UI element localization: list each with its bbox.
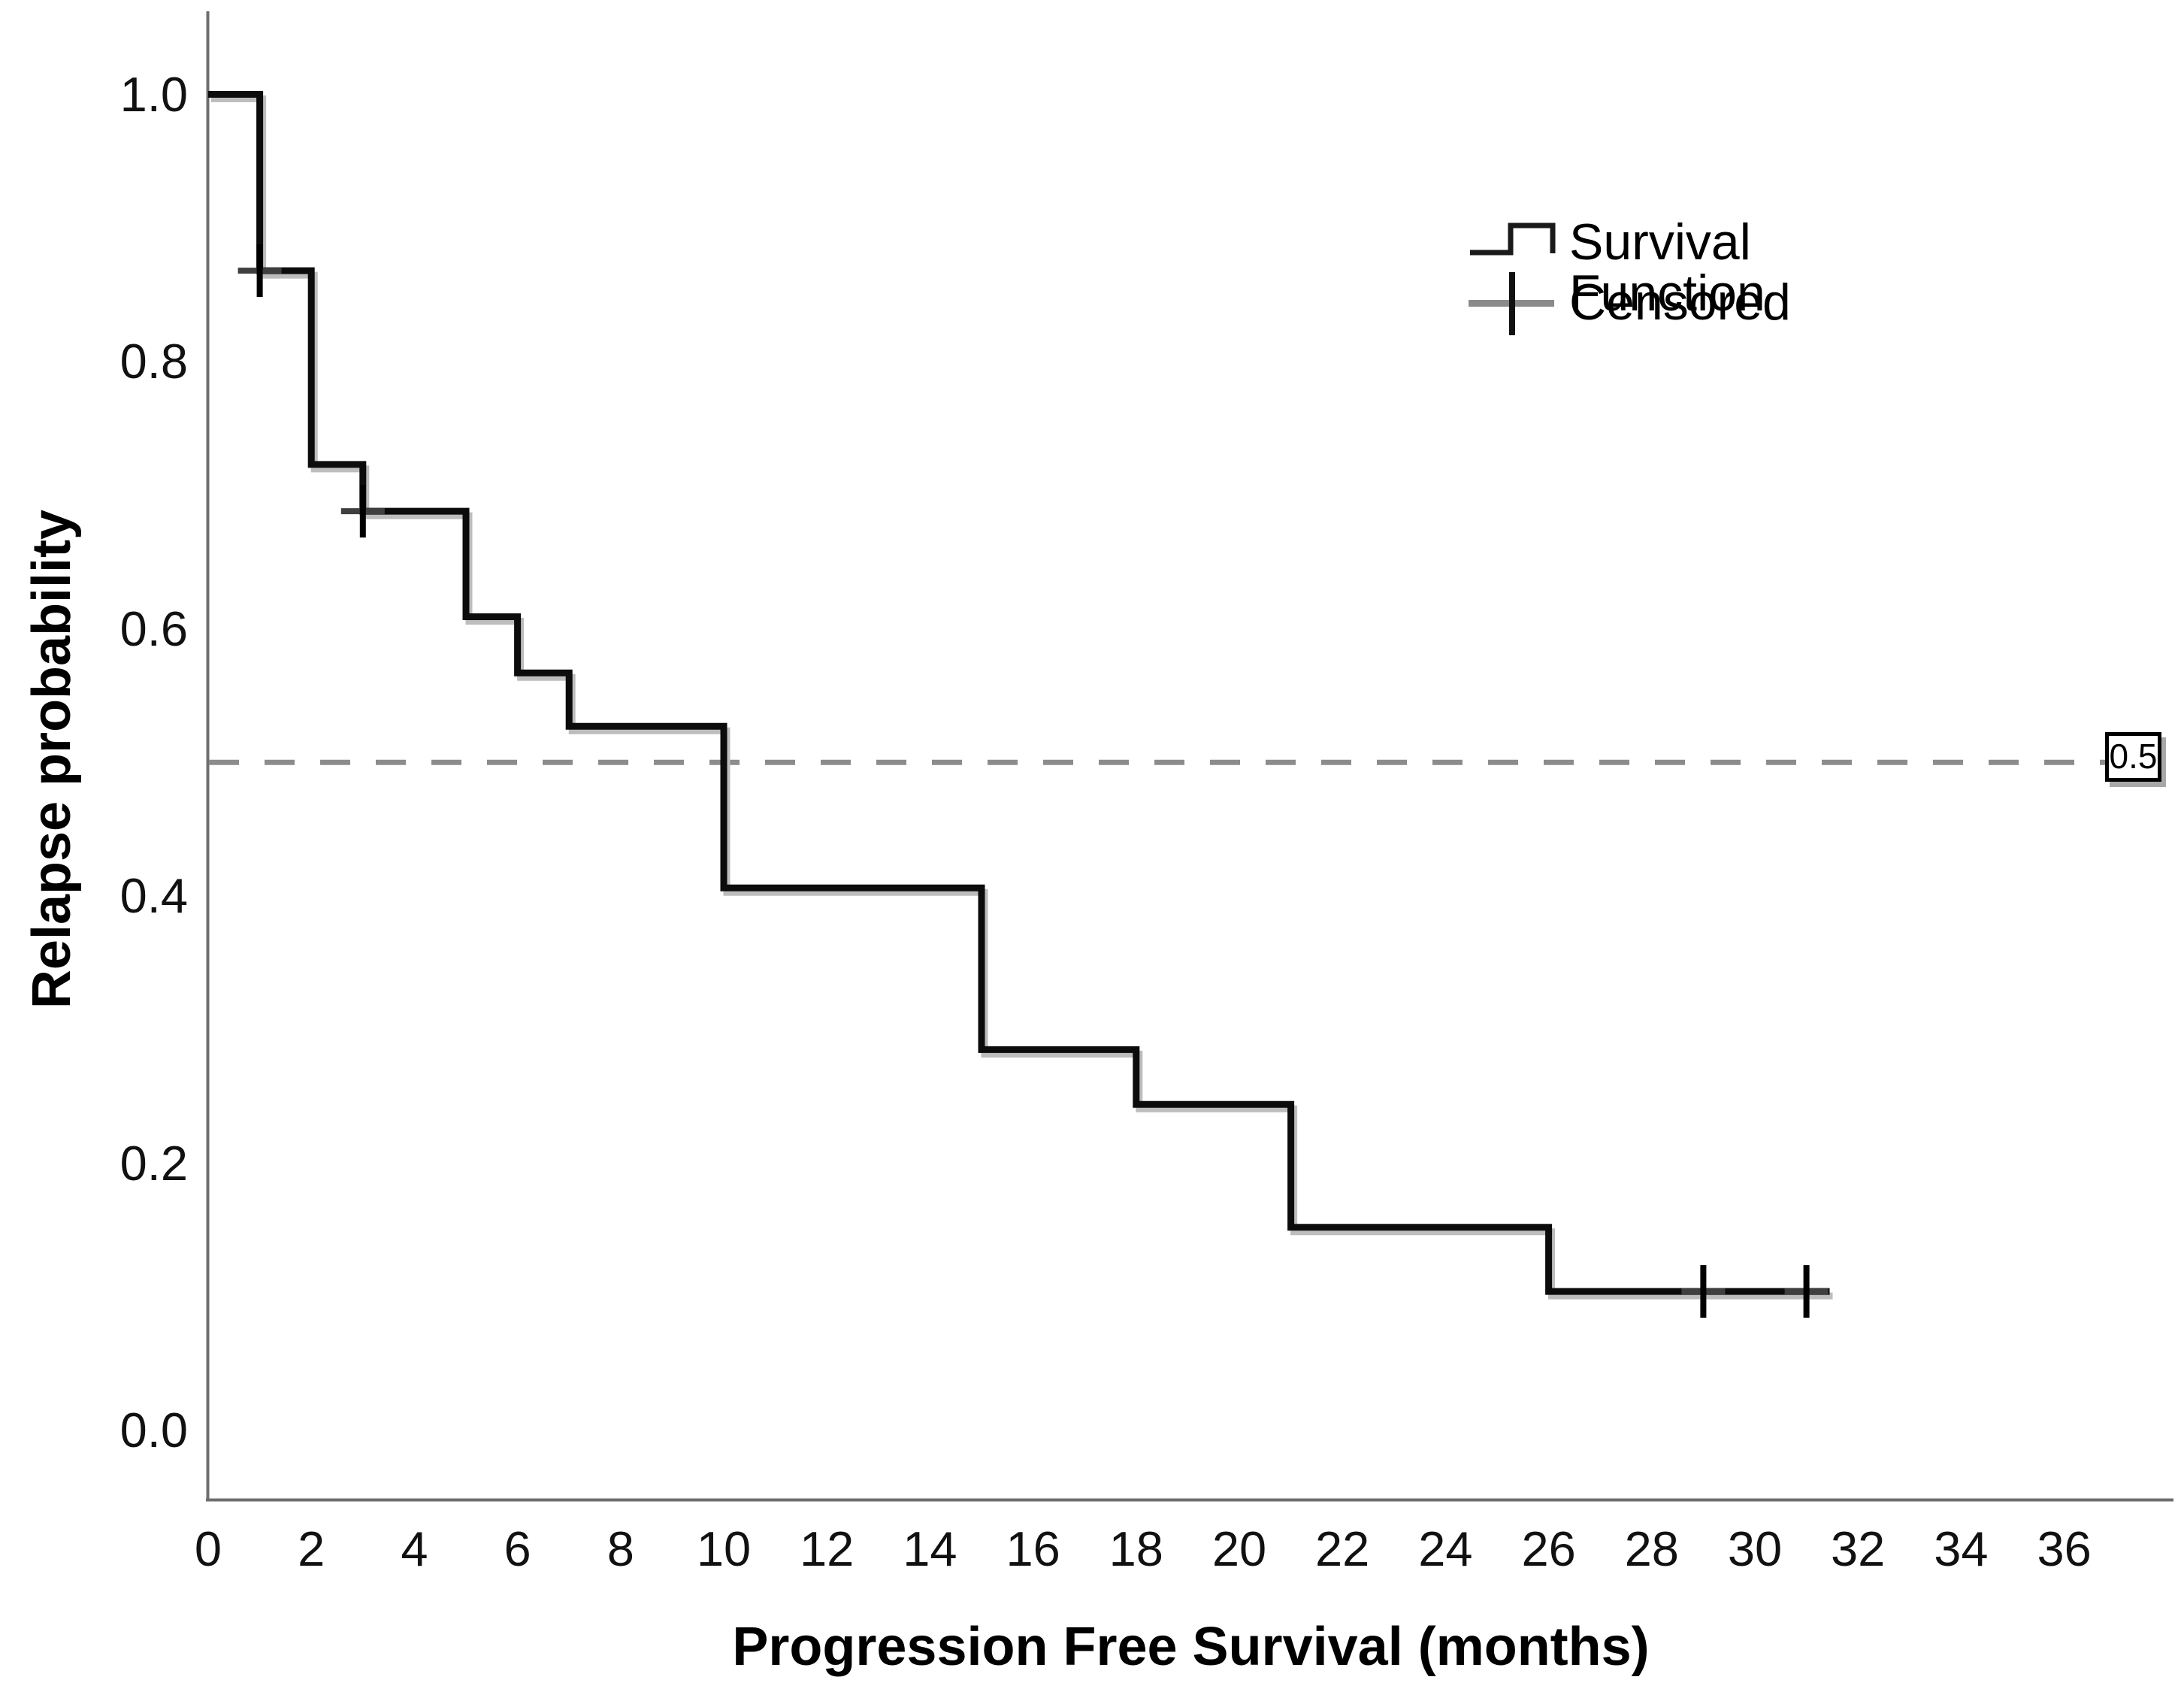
legend-item-censored: Censored xyxy=(1569,274,1791,331)
y-tick-label: 0.8 xyxy=(119,334,188,389)
y-tick-label: 0.6 xyxy=(119,601,188,656)
x-axis-title: Progression Free Survival (months) xyxy=(732,1617,1650,1677)
x-tick-label: 14 xyxy=(903,1521,957,1576)
x-tick-label: 6 xyxy=(504,1521,531,1576)
legend-item-survival-function: Survival Function xyxy=(1569,213,1765,322)
y-axis-title: Relapse probability xyxy=(22,509,82,1009)
x-tick-label: 36 xyxy=(2037,1521,2092,1576)
median-reference-label-box: 0.5 xyxy=(2105,732,2161,782)
censor-mark xyxy=(1700,1265,1707,1318)
x-tick-label: 32 xyxy=(1831,1521,1886,1576)
y-tick-label: 0.0 xyxy=(119,1403,188,1457)
y-tick-label: 0.4 xyxy=(119,868,188,923)
x-tick-label: 24 xyxy=(1418,1521,1473,1576)
x-tick-label: 0 xyxy=(194,1521,222,1576)
x-tick-label: 8 xyxy=(606,1521,634,1576)
x-tick-label: 28 xyxy=(1624,1521,1679,1576)
x-tick-label: 18 xyxy=(1109,1521,1163,1576)
x-tick-label: 26 xyxy=(1521,1521,1576,1576)
x-tick-label: 2 xyxy=(298,1521,325,1576)
censor-mark xyxy=(1803,1265,1810,1318)
x-tick-label: 22 xyxy=(1315,1521,1370,1576)
x-tick-label: 16 xyxy=(1006,1521,1060,1576)
censor-mark xyxy=(359,485,366,538)
y-tick-label: 1.0 xyxy=(119,66,188,122)
x-tick-label: 30 xyxy=(1727,1521,1783,1576)
x-tick-label: 34 xyxy=(1934,1521,1989,1576)
x-tick-label: 10 xyxy=(696,1521,752,1576)
censor-mark xyxy=(256,244,263,298)
censored-plus-cross-icon xyxy=(1469,272,1554,335)
x-tick-label: 12 xyxy=(800,1521,855,1576)
x-tick-label: 4 xyxy=(401,1521,428,1576)
survival-step-curve xyxy=(208,91,1830,1295)
y-tick-label: 0.2 xyxy=(119,1135,188,1191)
survival-function-step-icon xyxy=(1470,222,1556,256)
x-tick-label: 20 xyxy=(1211,1521,1267,1576)
